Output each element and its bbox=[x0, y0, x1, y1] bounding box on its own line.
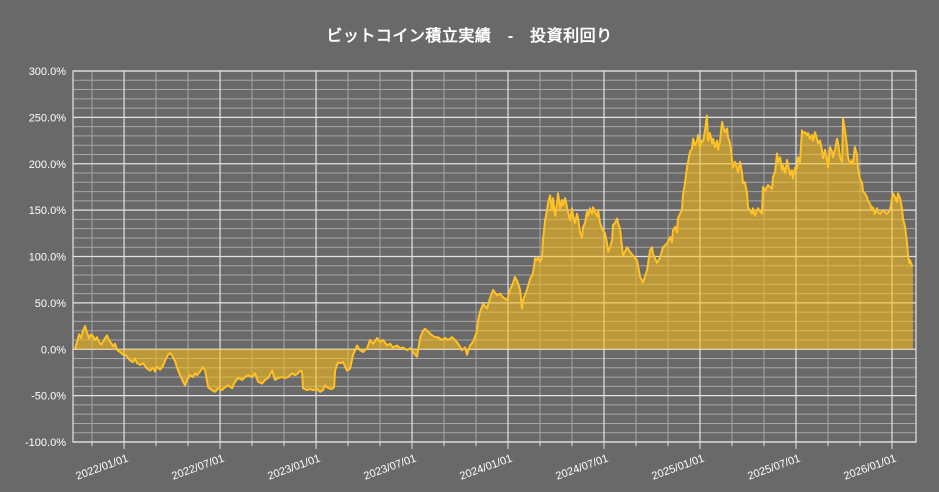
x-tick-label: 2024/07/01 bbox=[554, 453, 610, 483]
x-tick-label: 2022/07/01 bbox=[170, 453, 226, 483]
series-line bbox=[74, 114, 913, 393]
y-tick-label: -50.0% bbox=[31, 391, 66, 403]
chart-title: ビットコイン積立実績 - 投資利回り bbox=[326, 28, 613, 45]
y-tick-label: 150.0% bbox=[29, 205, 67, 217]
y-tick-label: 300.0% bbox=[29, 66, 67, 78]
y-tick-label: -100.0% bbox=[25, 437, 66, 449]
x-tick-label: 2026/01/01 bbox=[842, 453, 898, 483]
plot-frame bbox=[72, 70, 917, 443]
x-tick-label: 2025/07/01 bbox=[746, 453, 802, 483]
x-tick-label: 2024/01/01 bbox=[458, 453, 514, 483]
x-tick-label: 2023/07/01 bbox=[362, 453, 418, 483]
series-area bbox=[75, 115, 913, 392]
y-tick-label: 200.0% bbox=[29, 159, 67, 171]
x-tick-label: 2023/01/01 bbox=[266, 453, 322, 483]
y-tick-label: 50.0% bbox=[35, 298, 66, 310]
y-tick-label: 0.0% bbox=[41, 344, 66, 356]
y-tick-label: 100.0% bbox=[29, 252, 67, 264]
y-tick-label: 250.0% bbox=[29, 112, 67, 124]
x-tick-label: 2022/01/01 bbox=[74, 453, 130, 483]
x-tick-label: 2025/01/01 bbox=[650, 453, 706, 483]
